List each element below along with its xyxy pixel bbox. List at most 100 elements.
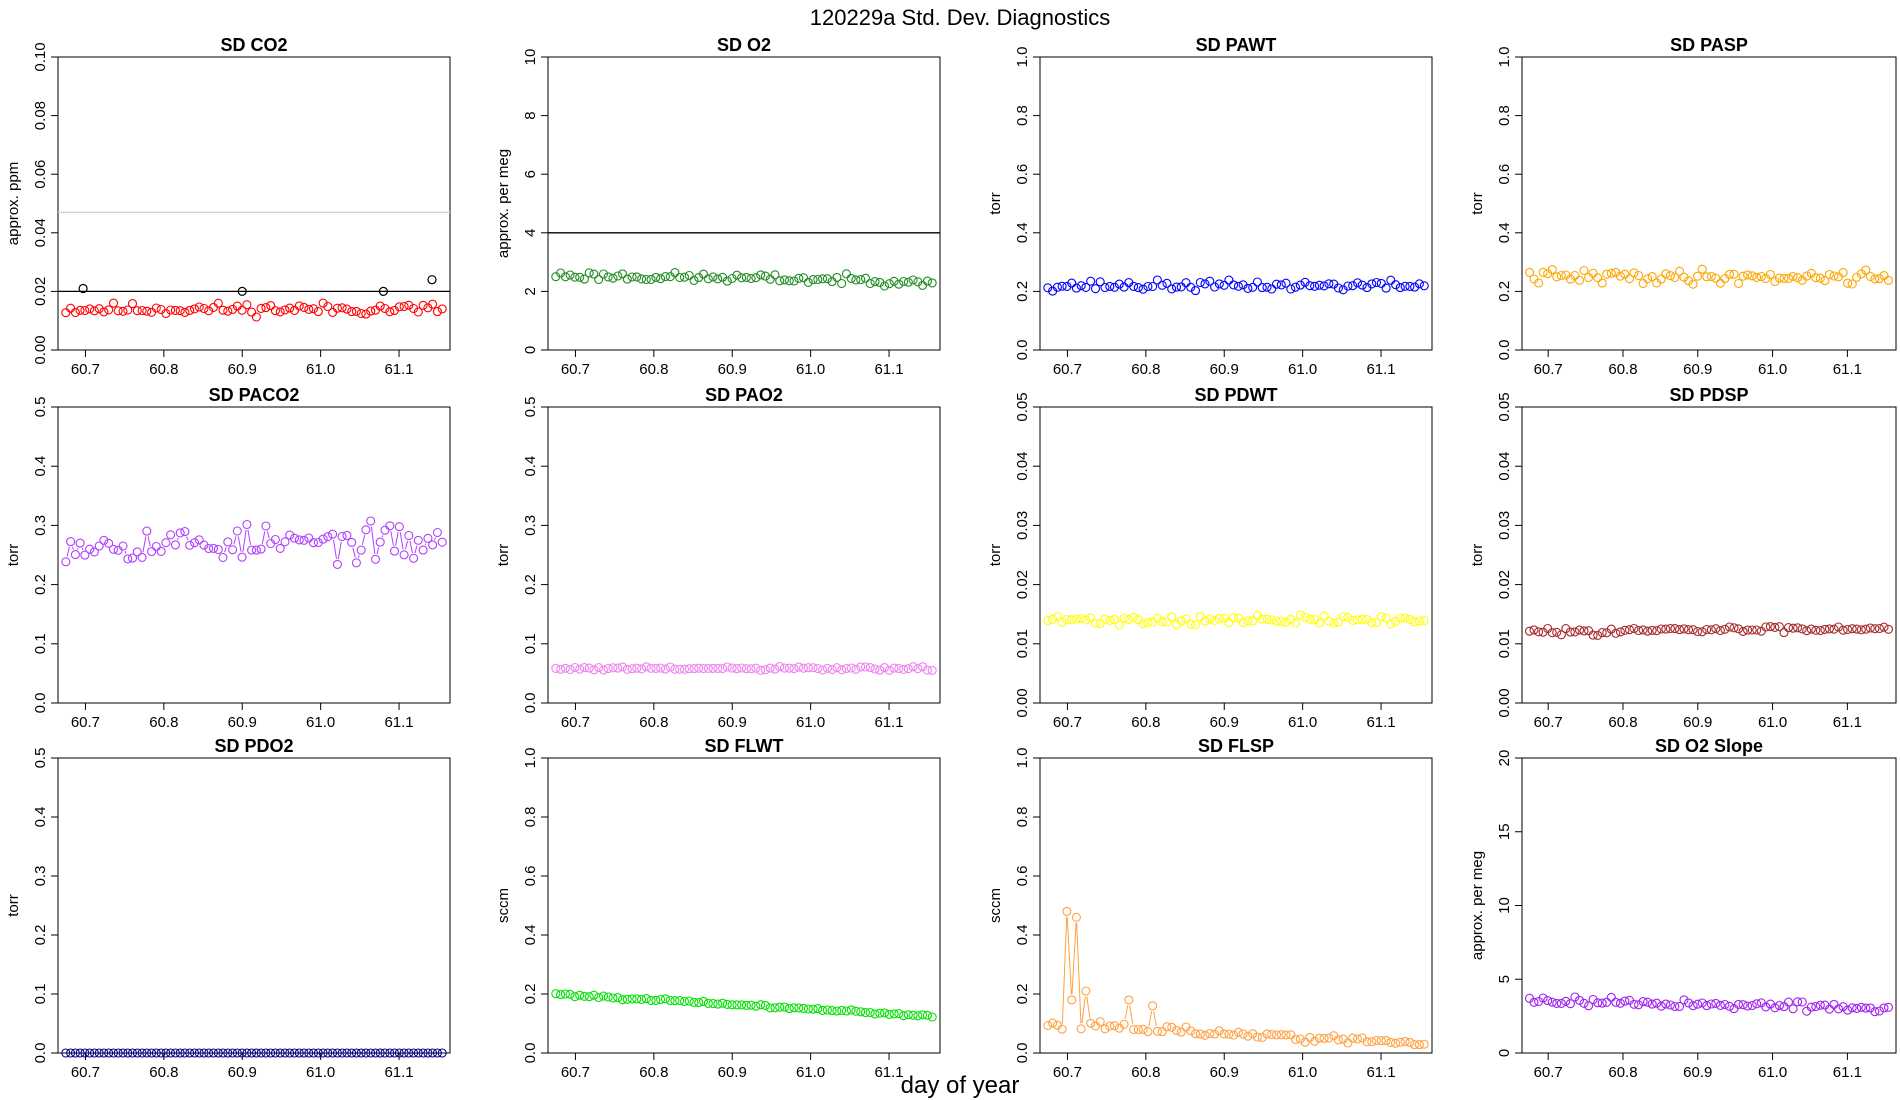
p11-data-point — [1693, 999, 1703, 1009]
p10-ytick-label: 0.0 — [1014, 1043, 1031, 1064]
p0-data-point — [356, 308, 366, 319]
p4-data-point — [232, 526, 242, 536]
p0-ytick-label: 0.08 — [32, 101, 49, 130]
p3-title: SD PASP — [1670, 35, 1748, 55]
p11-xtick-label: 60.9 — [1683, 1064, 1712, 1081]
p2-data-point — [1181, 278, 1191, 288]
p0-data-point — [251, 312, 261, 322]
p7-data-point — [1783, 623, 1794, 633]
p8-data-point — [332, 1048, 342, 1058]
p0-data-point — [151, 303, 161, 313]
p7-xtick-label: 60.9 — [1683, 714, 1712, 731]
p9-data-point — [598, 991, 609, 1001]
p8-ytick-label: 0.4 — [32, 807, 49, 828]
p9-data-point — [637, 994, 647, 1005]
p4-data-point — [375, 537, 385, 547]
p6-ytick-label: 0.04 — [1014, 452, 1031, 481]
p1-ytick-label: 2 — [522, 287, 539, 295]
p10-data-point — [1395, 1037, 1405, 1047]
p10-data-point — [1400, 1036, 1410, 1046]
p7-data-point — [1779, 628, 1789, 638]
p11-data-point — [1702, 1001, 1712, 1011]
p4-data-point — [123, 554, 133, 564]
p3-data-point — [1602, 269, 1612, 279]
p1-data-point — [646, 274, 656, 284]
p5-data-point — [694, 663, 704, 673]
p6-data-point — [1352, 615, 1363, 625]
p10-data-point — [1138, 1024, 1148, 1034]
p9-data-point — [789, 1003, 799, 1013]
p4-data-point — [308, 538, 319, 548]
p0-data-point — [366, 306, 376, 316]
p6-data-point — [1081, 615, 1091, 625]
p8-ytick-label: 0.0 — [32, 1043, 49, 1064]
p3-data-point — [1788, 271, 1798, 282]
p8-data-point — [437, 1048, 447, 1058]
p11-data-point — [1584, 1001, 1594, 1011]
p11-data-point — [1634, 1000, 1644, 1010]
p4-data-point — [275, 543, 285, 553]
p3-data-point — [1615, 271, 1625, 281]
p1-data-point — [570, 272, 580, 282]
p0-data-point — [61, 308, 71, 318]
p2-ytick-label: 0.4 — [1014, 222, 1031, 243]
p3-data-point — [1879, 271, 1889, 281]
p7-xtick-label: 60.8 — [1608, 714, 1637, 731]
p3-ytick-label: 1.0 — [1496, 47, 1513, 68]
p11-data-point — [1538, 993, 1548, 1003]
p3-data-point — [1624, 274, 1635, 284]
p0-data-point — [228, 304, 238, 314]
p0-data-point — [351, 306, 361, 316]
p6-data-point — [1162, 617, 1172, 627]
p2-data-point — [1114, 279, 1124, 289]
p6-ylabel: torr — [987, 544, 1004, 567]
p1-data-point — [860, 273, 871, 283]
p8-data-point — [318, 1048, 328, 1058]
p10-data-point — [1248, 1029, 1258, 1039]
p2-data-point — [1157, 280, 1167, 290]
p7-data-point — [1611, 628, 1621, 638]
p6-data-point — [1329, 618, 1339, 628]
p2-data-point — [1076, 281, 1086, 291]
p6-data-point — [1257, 614, 1267, 624]
p2-data-point — [1138, 284, 1148, 294]
p5-data-point — [718, 663, 728, 674]
p5-xtick-label: 61.0 — [796, 714, 825, 731]
p7-data-point — [1556, 630, 1566, 640]
p2-data-point — [1314, 280, 1324, 290]
p4-y-axis: 0.0 0.1 0.2 0.3 0.4 0.5 — [32, 397, 58, 713]
p2-data-point — [1052, 282, 1062, 292]
p4-data-point — [428, 540, 438, 550]
p11-data-point — [1670, 1001, 1680, 1012]
p1-data-point — [837, 278, 847, 289]
p1-data-point — [732, 270, 742, 280]
p6-data-point — [1071, 614, 1081, 624]
p6-data-point — [1167, 612, 1177, 622]
p10-data-point — [1071, 912, 1081, 922]
p4-data-point — [437, 537, 447, 547]
p8-data-point — [104, 1048, 114, 1058]
p4-data-point — [304, 533, 314, 543]
p2-data-point — [1310, 281, 1320, 291]
p0-data-point — [294, 301, 304, 311]
p0-flagged-point — [237, 286, 247, 296]
p3-data-point — [1661, 269, 1671, 279]
p2-data-point — [1414, 279, 1424, 289]
p11-ylabel: approx. per meg — [1469, 851, 1486, 960]
p0-data-point — [194, 302, 204, 312]
p0-data-point — [85, 304, 95, 314]
p9-data-point — [884, 1009, 894, 1019]
p5-data-point — [684, 664, 694, 674]
p1-data-point — [598, 269, 609, 279]
p5-data-point — [617, 662, 628, 672]
p10-data-point — [1229, 1030, 1239, 1040]
p7-data-point — [1706, 625, 1716, 635]
p0-data-point — [432, 307, 442, 317]
p1-data-point — [822, 274, 832, 284]
p6-data-point — [1210, 615, 1220, 626]
p5-data-point — [594, 663, 604, 673]
p6-data-point — [1400, 613, 1410, 623]
p1-data-point — [879, 281, 890, 291]
